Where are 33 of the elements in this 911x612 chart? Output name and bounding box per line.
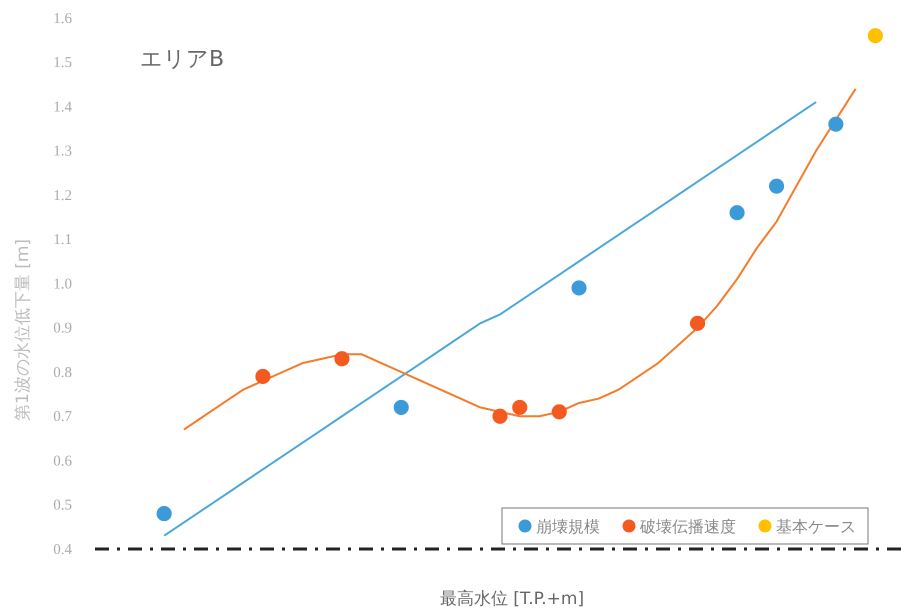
point (492, 408, 508, 424)
text: エリアB (140, 47, 224, 72)
point (156, 506, 172, 522)
point (690, 316, 706, 331)
point (868, 28, 883, 44)
point (730, 205, 745, 220)
line-series (182, 88, 857, 431)
y-axis-title: 第1波の水位低下量 [m] (13, 238, 33, 422)
legend-label: 崩壊規模 (536, 517, 600, 536)
point (828, 116, 844, 132)
y-tick-label: 0.9 (53, 320, 72, 337)
y-tick-label: 1.1 (53, 232, 72, 248)
point (394, 400, 409, 415)
point (512, 400, 528, 415)
legend-label: 破壊伝播速度 (639, 517, 736, 536)
y-tick-label: 1.0 (53, 276, 72, 292)
y-tick-label: 1.3 (53, 144, 72, 160)
y-tick-label: 0.6 (53, 453, 72, 470)
legend-label: 基本ケース (776, 517, 856, 536)
y-tick-label: 1.4 (53, 99, 72, 116)
point (552, 404, 567, 420)
y-tick-label: 0.8 (53, 364, 72, 381)
point (571, 280, 587, 296)
y-tick-label: 0.7 (53, 409, 72, 426)
point (255, 368, 270, 384)
x-axis-title: 最高水位 [T.P.+m] (440, 589, 584, 609)
point (334, 351, 350, 366)
point (769, 178, 784, 194)
y-tick-label: 1.2 (53, 188, 72, 204)
y-tick-label: 0.4 (53, 542, 72, 558)
y-tick-label: 1.5 (53, 55, 72, 72)
y-tick-label: 0.5 (53, 498, 72, 514)
y-tick-label: 1.6 (53, 10, 72, 27)
